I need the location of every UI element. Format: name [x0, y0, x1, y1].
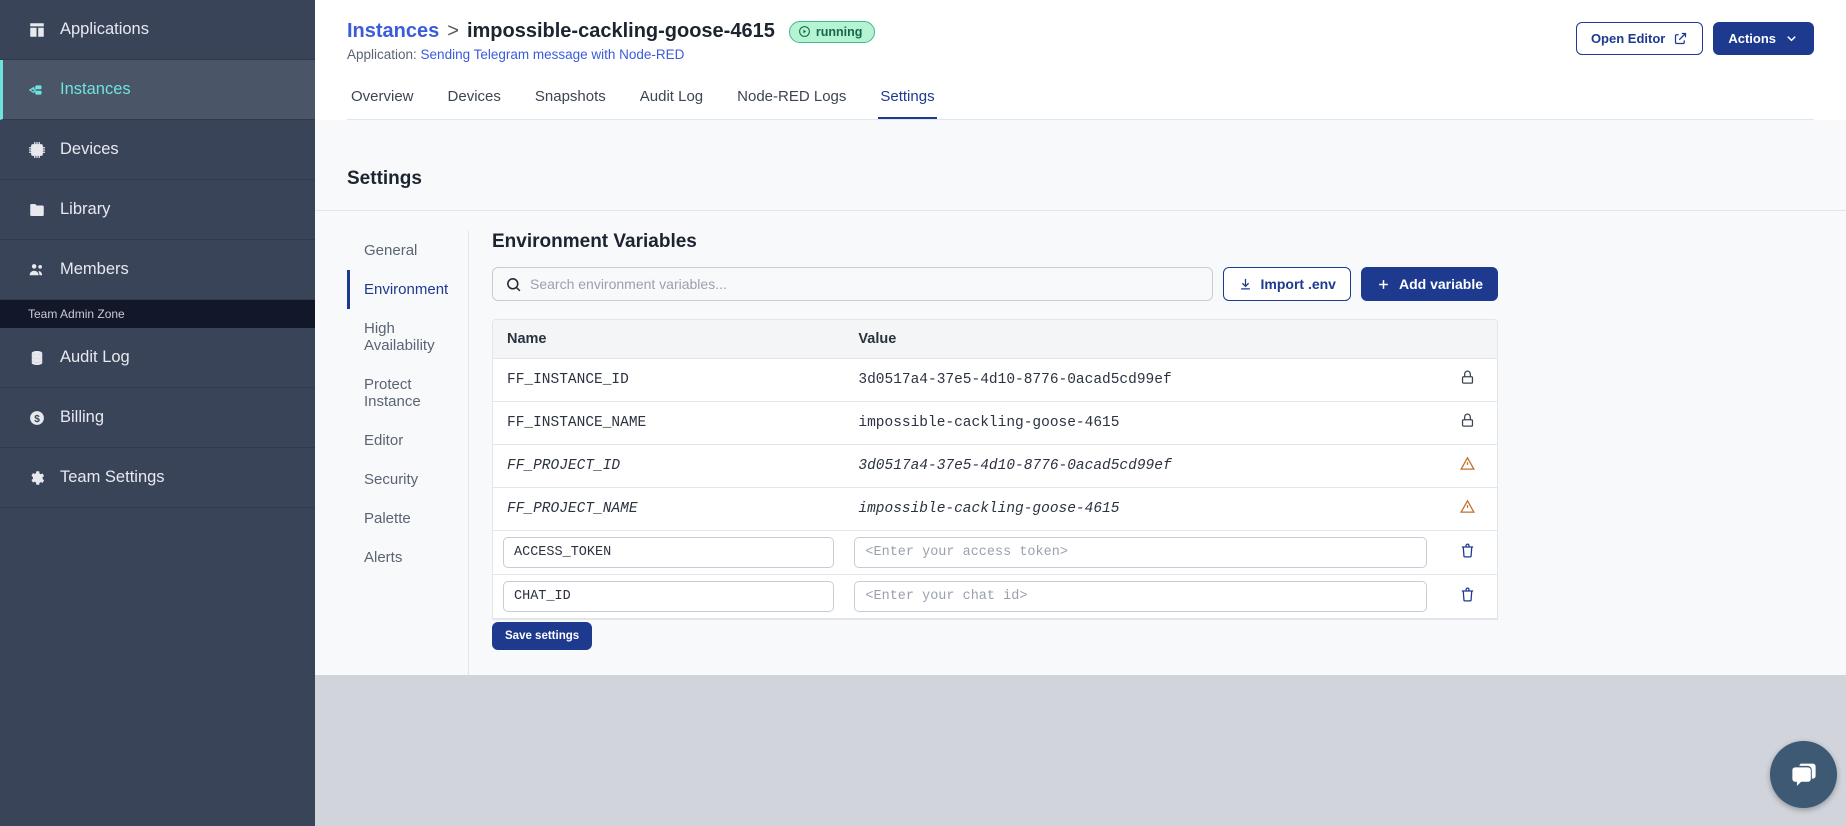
svg-text:$: $: [34, 413, 40, 424]
